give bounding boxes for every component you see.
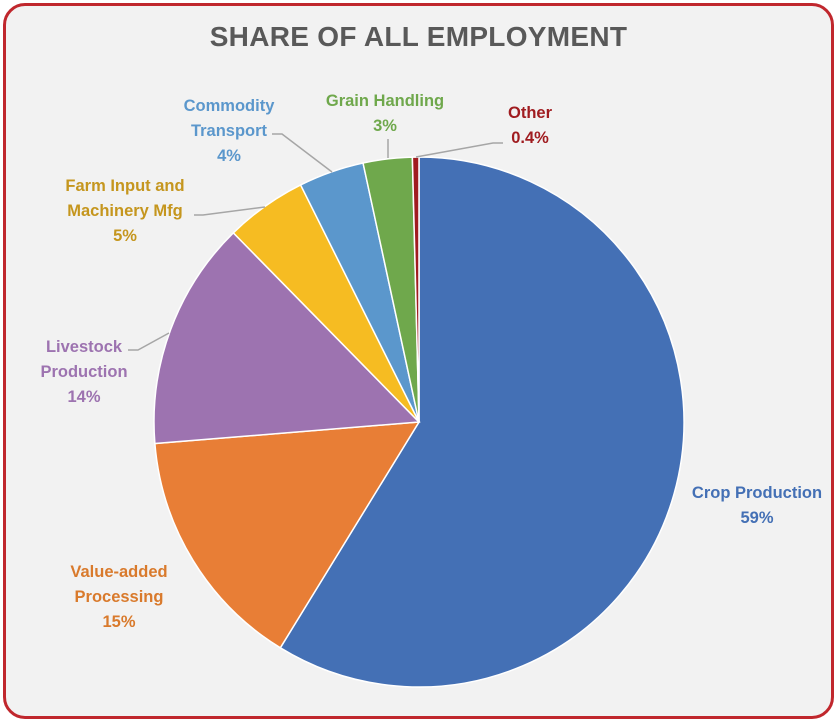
data-label-value-commodity-transport: 4% (217, 147, 241, 165)
data-label-value-grain-handling: 3% (373, 117, 397, 135)
data-label-name-grain-handling: Grain Handling (326, 92, 444, 110)
pie-slice-value-added-processing (154, 421, 421, 649)
leader-line-other (415, 142, 503, 158)
leader-line-livestock-production (128, 332, 170, 351)
data-label-name-livestock-production: Production (40, 363, 127, 381)
data-label-name-commodity-transport: Transport (191, 122, 268, 140)
data-label-value-value-added-processing: 15% (102, 613, 135, 631)
leader-line-farm-input-and-machinery-mfg (194, 206, 266, 216)
data-label-name-livestock-production: Livestock (46, 338, 123, 356)
pie-slice-crop-production (279, 156, 685, 688)
data-label-value-farm-input-and-machinery-mfg: 5% (113, 227, 137, 245)
leader-line-commodity-transport (272, 133, 333, 173)
data-label-value-livestock-production: 14% (67, 388, 100, 406)
data-label-name-commodity-transport: Commodity (184, 97, 276, 115)
data-label-name-farm-input-and-machinery-mfg: Machinery Mfg (67, 202, 183, 220)
data-label-name-farm-input-and-machinery-mfg: Farm Input and (65, 177, 184, 195)
data-label-name-crop-production: Crop Production (692, 484, 822, 502)
chart-title: SHARE OF ALL EMPLOYMENT (209, 21, 628, 52)
data-label-value-crop-production: 59% (740, 509, 773, 527)
data-label-name-value-added-processing: Processing (75, 588, 164, 606)
data-label-name-other: Other (508, 104, 553, 122)
pie-slice-livestock-production (153, 231, 421, 445)
data-label-value-other: 0.4% (511, 129, 549, 147)
data-label-name-value-added-processing: Value-added (70, 563, 167, 581)
